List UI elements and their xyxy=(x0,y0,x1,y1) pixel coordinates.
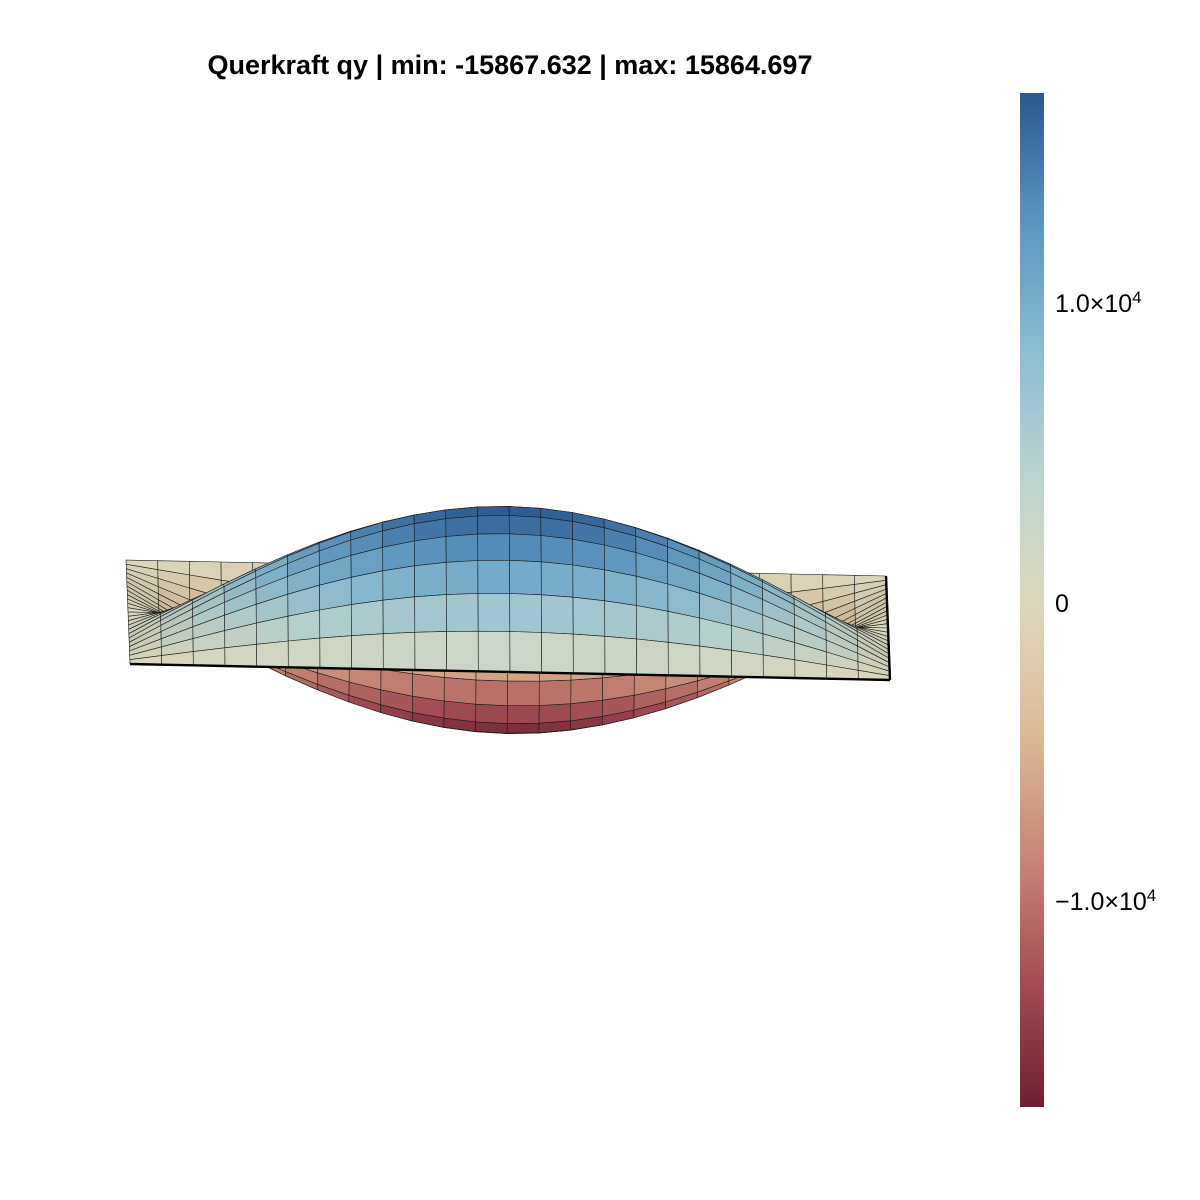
surface-cell xyxy=(445,533,479,563)
surface-cell xyxy=(443,700,477,723)
colorbar-tick-label: 1.0×104 xyxy=(1055,289,1142,317)
surface-cell xyxy=(604,569,637,606)
surface-cell xyxy=(572,633,606,675)
surface-cell xyxy=(475,679,509,707)
surface-cell xyxy=(541,632,574,674)
surface-cell xyxy=(604,635,638,676)
surface-cell xyxy=(538,679,572,706)
surface-cell xyxy=(414,561,447,598)
surface-cell xyxy=(509,631,543,674)
surface-cell xyxy=(319,635,353,670)
surface-cell xyxy=(476,506,510,517)
surface-cell xyxy=(572,564,606,602)
surface-cell xyxy=(540,561,574,598)
tick-exponent: 4 xyxy=(1146,886,1157,905)
surface-cell xyxy=(319,604,352,639)
surface-cell xyxy=(572,596,606,637)
colorbar-tick-label: −1.0×104 xyxy=(1055,887,1156,915)
surface-cell xyxy=(508,533,542,563)
surface-edge xyxy=(129,662,891,682)
surface-cell xyxy=(256,640,289,668)
surface-cell xyxy=(699,645,733,678)
surface-cell xyxy=(475,703,508,724)
colorbar-tick-label: 0 xyxy=(1055,589,1069,617)
surface-cell xyxy=(382,596,416,635)
surface-cell xyxy=(635,605,669,643)
tick-exponent: 4 xyxy=(1132,288,1142,307)
surface-cell xyxy=(412,673,445,702)
surface-plot xyxy=(125,506,892,734)
surface-cell xyxy=(731,649,764,678)
surface-cell xyxy=(477,630,511,673)
surface-cell xyxy=(382,631,416,671)
surface-cell xyxy=(287,637,321,669)
surface-cell xyxy=(508,515,542,536)
surface-cell xyxy=(509,593,542,633)
surface-cell xyxy=(477,593,511,632)
tick-mantissa: −1.0×10 xyxy=(1055,888,1147,916)
surface-cell xyxy=(382,565,416,601)
tick-mantissa: 1.0×10 xyxy=(1055,290,1133,318)
surface-cell xyxy=(351,633,384,670)
surface-cell xyxy=(224,643,258,668)
surface-cell xyxy=(414,594,447,633)
surface-cell xyxy=(446,630,479,672)
surface-cell xyxy=(350,599,384,637)
surface-cell xyxy=(540,535,574,566)
colorbar xyxy=(1020,93,1044,1107)
surface-cell xyxy=(477,559,511,594)
surface-cell xyxy=(506,722,540,734)
surface-cell xyxy=(509,559,542,596)
surface-cell xyxy=(570,677,604,705)
surface-cell xyxy=(507,680,540,707)
surface-cell xyxy=(540,594,574,635)
surface-cell xyxy=(445,560,479,595)
surface-cell xyxy=(636,638,669,676)
surface-cell xyxy=(445,593,479,632)
surface-cell xyxy=(506,705,540,724)
surface-cell xyxy=(443,677,477,705)
surface-cell xyxy=(413,536,447,567)
surface-cell xyxy=(538,703,572,724)
chart-title: Querkraft qy | min: -15867.632 | max: 15… xyxy=(207,50,813,80)
surface-cell xyxy=(477,515,510,535)
surface-cell xyxy=(477,533,510,561)
surface-cell xyxy=(445,515,479,537)
surface-edge xyxy=(884,575,892,681)
surface-cell xyxy=(667,641,701,677)
surface-cell xyxy=(604,600,637,640)
surface-cell xyxy=(414,631,448,672)
tick-mantissa: 0 xyxy=(1055,590,1069,618)
